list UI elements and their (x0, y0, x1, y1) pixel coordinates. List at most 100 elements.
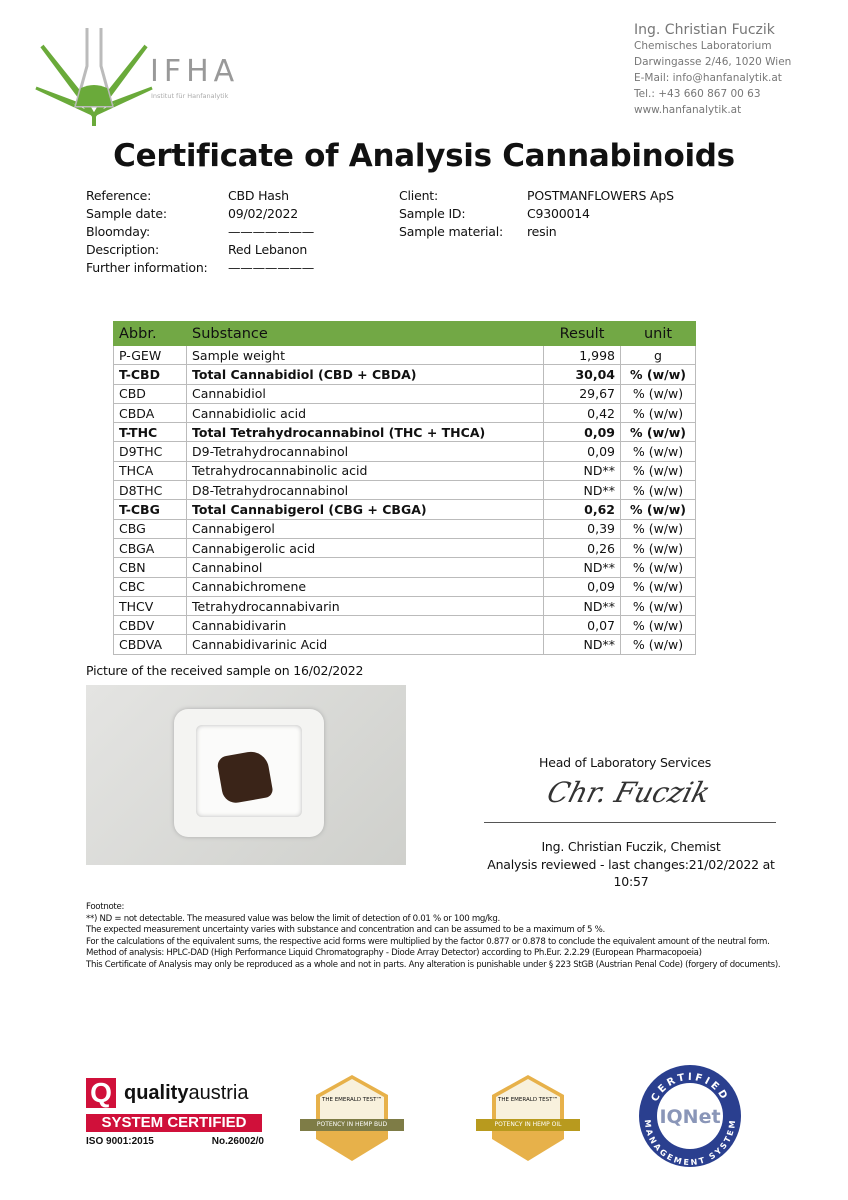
cell-result: 30,04 (543, 364, 621, 385)
cell-substance: Sample weight (186, 344, 544, 366)
lab-website: www.hanfanalytik.at (634, 104, 742, 116)
info-label: Sample ID: (399, 206, 466, 221)
picture-caption: Picture of the received sample on 16/02/… (86, 663, 364, 678)
cell-unit: % (w/w) (620, 364, 696, 385)
cell-result: 0,09 (543, 441, 621, 462)
table-row: CBDV Cannabidivarin 0,07% (w/w) (113, 615, 696, 636)
info-label: Client: (399, 188, 438, 203)
cell-substance: Total Cannabigerol (CBG + CBGA) (186, 499, 544, 520)
cell-substance: Cannabigerolic acid (186, 537, 544, 559)
table-row: D8THC D8-Tetrahydrocannabinol ND**% (w/w) (113, 480, 696, 501)
footnote-line: The expected measurement uncertainty var… (86, 925, 605, 935)
cell-result: ND** (543, 634, 621, 655)
table-row: CBG Cannabigerol 0,39% (w/w) (113, 518, 696, 539)
footnote-line: Method of analysis: HPLC-DAD (High Perfo… (86, 948, 702, 958)
lab-phone: Tel.: +43 660 867 00 63 (634, 88, 761, 100)
cell-abbr: CBDVA (113, 634, 187, 655)
table-row: P-GEW Sample weight 1,998 g (113, 344, 696, 366)
table-row: T-CBD Total Cannabidiol (CBD + CBDA) 30,04… (113, 364, 696, 385)
cell-substance: Total Tetrahydrocannabinol (THC + THCA) (186, 422, 544, 443)
cell-substance: Cannabichromene (186, 576, 544, 597)
info-label: Description: (86, 242, 160, 257)
cell-result: 0,39 (543, 518, 621, 539)
lab-contact: Ing. Christian Fuczik Chemisches Laborat… (634, 22, 791, 118)
cell-substance: Cannabigerol (186, 518, 544, 539)
cell-result: 0,42 (543, 402, 621, 424)
cell-abbr: T-CBG (113, 499, 187, 520)
table-row: CBN Cannabinol ND**% (w/w) (113, 557, 696, 578)
header-result: Result (543, 321, 621, 346)
results-table: Abbr. Substance Result unit P-GEW Sample … (113, 321, 696, 655)
cell-abbr: CBG (113, 518, 187, 539)
signature: Chr. Fuczik (543, 776, 714, 809)
footnote-line: **) ND = not detectable. The measured va… (86, 913, 500, 924)
lab-name: Ing. Christian Fuczik (634, 22, 775, 38)
cannabis-flask-icon (35, 28, 153, 126)
signature-line (484, 822, 776, 823)
lab-email: E-Mail: info@hanfanalytik.at (634, 72, 782, 84)
cell-substance: Cannabidivarin (186, 615, 544, 636)
logo-text: IFHA (150, 54, 240, 89)
table-row: THCV Tetrahydrocannabivarin ND**% (w/w) (113, 595, 696, 617)
cell-unit: % (w/w) (620, 615, 696, 636)
ifha-logo: IFHA Institut für Hanfanalytik (34, 26, 264, 126)
cell-abbr: CBDA (113, 402, 187, 424)
cell-substance: Tetrahydrocannabinolic acid (186, 460, 544, 482)
chemist-name: Ing. Christian Fuczik, Chemist (541, 839, 721, 854)
info-value: ——————— (228, 260, 315, 275)
svg-text:IQNet: IQNet (659, 1106, 720, 1128)
cell-result: 0,09 (543, 422, 621, 443)
signature-heading: Head of Laboratory Services (539, 755, 712, 770)
cell-unit: % (w/w) (620, 518, 696, 539)
cell-substance: Cannabinol (186, 557, 544, 578)
sample-photo (86, 685, 406, 865)
cell-unit: % (w/w) (620, 422, 696, 443)
cell-result: ND** (543, 595, 621, 617)
table-row: CBD Cannabidiol 29,67% (w/w) (113, 383, 696, 404)
info-value: C9300014 (527, 206, 590, 221)
info-label: Sample material: (399, 224, 504, 239)
cell-substance: Cannabidivarinic Acid (186, 634, 544, 655)
info-value: ——————— (228, 224, 315, 239)
info-value: Red Lebanon (228, 242, 308, 257)
cell-result: ND** (543, 480, 621, 501)
emerald-test-oil-badge: THE EMERALD TEST™ POTENCY IN HEMP OIL (476, 1075, 580, 1161)
info-value: 09/02/2022 (228, 206, 299, 221)
cell-result: ND** (543, 557, 621, 578)
cell-abbr: T-THC (113, 422, 187, 443)
info-label: Bloomday: (86, 224, 151, 239)
cell-substance: D8-Tetrahydrocannabinol (186, 480, 544, 501)
cell-abbr: CBD (113, 383, 187, 404)
footnote: Footnote: **) ND = not detectable. The m… (86, 902, 796, 971)
cell-result: 0,09 (543, 576, 621, 597)
info-value: POSTMANFLOWERS ApS (527, 188, 674, 203)
cell-abbr: T-CBD (113, 364, 187, 385)
footnote-line: For the calculations of the equivalent s… (86, 936, 770, 947)
info-value: resin (527, 224, 557, 239)
cell-abbr: CBGA (113, 537, 187, 559)
header-abbr: Abbr. (113, 321, 187, 346)
table-row: D9THC D9-Tetrahydrocannabinol 0,09% (w/w) (113, 441, 696, 462)
cell-unit: % (w/w) (620, 557, 696, 578)
table-row: CBDVA Cannabidivarinic Acid ND**% (w/w) (113, 634, 696, 655)
table-row: T-THC Total Tetrahydrocannabinol (THC + T… (113, 422, 696, 443)
lab-line: Chemisches Laboratorium (634, 40, 772, 52)
cell-unit: % (w/w) (620, 402, 696, 424)
cell-unit: % (w/w) (620, 460, 696, 482)
cell-abbr: CBN (113, 557, 187, 578)
cell-result: 29,67 (543, 383, 621, 404)
iqnet-certified-logo: CERTIFIED MANAGEMENT SYSTEM IQNet (638, 1064, 742, 1168)
cell-substance: Cannabidiol (186, 383, 544, 404)
table-row: CBC Cannabichromene 0,09% (w/w) (113, 576, 696, 597)
cell-unit: g (620, 344, 696, 366)
cell-unit: % (w/w) (620, 595, 696, 617)
cell-abbr: CBC (113, 576, 187, 597)
cell-unit: % (w/w) (620, 480, 696, 501)
cell-abbr: D8THC (113, 480, 187, 501)
table-row: CBDA Cannabidiolic acid 0,42% (w/w) (113, 402, 696, 424)
table-row: T-CBG Total Cannabigerol (CBG + CBGA) 0,62… (113, 499, 696, 520)
footnote-line: This Certificate of Analysis may only be… (86, 959, 781, 970)
cell-unit: % (w/w) (620, 383, 696, 404)
table-row: CBGA Cannabigerolic acid 0,26% (w/w) (113, 537, 696, 559)
